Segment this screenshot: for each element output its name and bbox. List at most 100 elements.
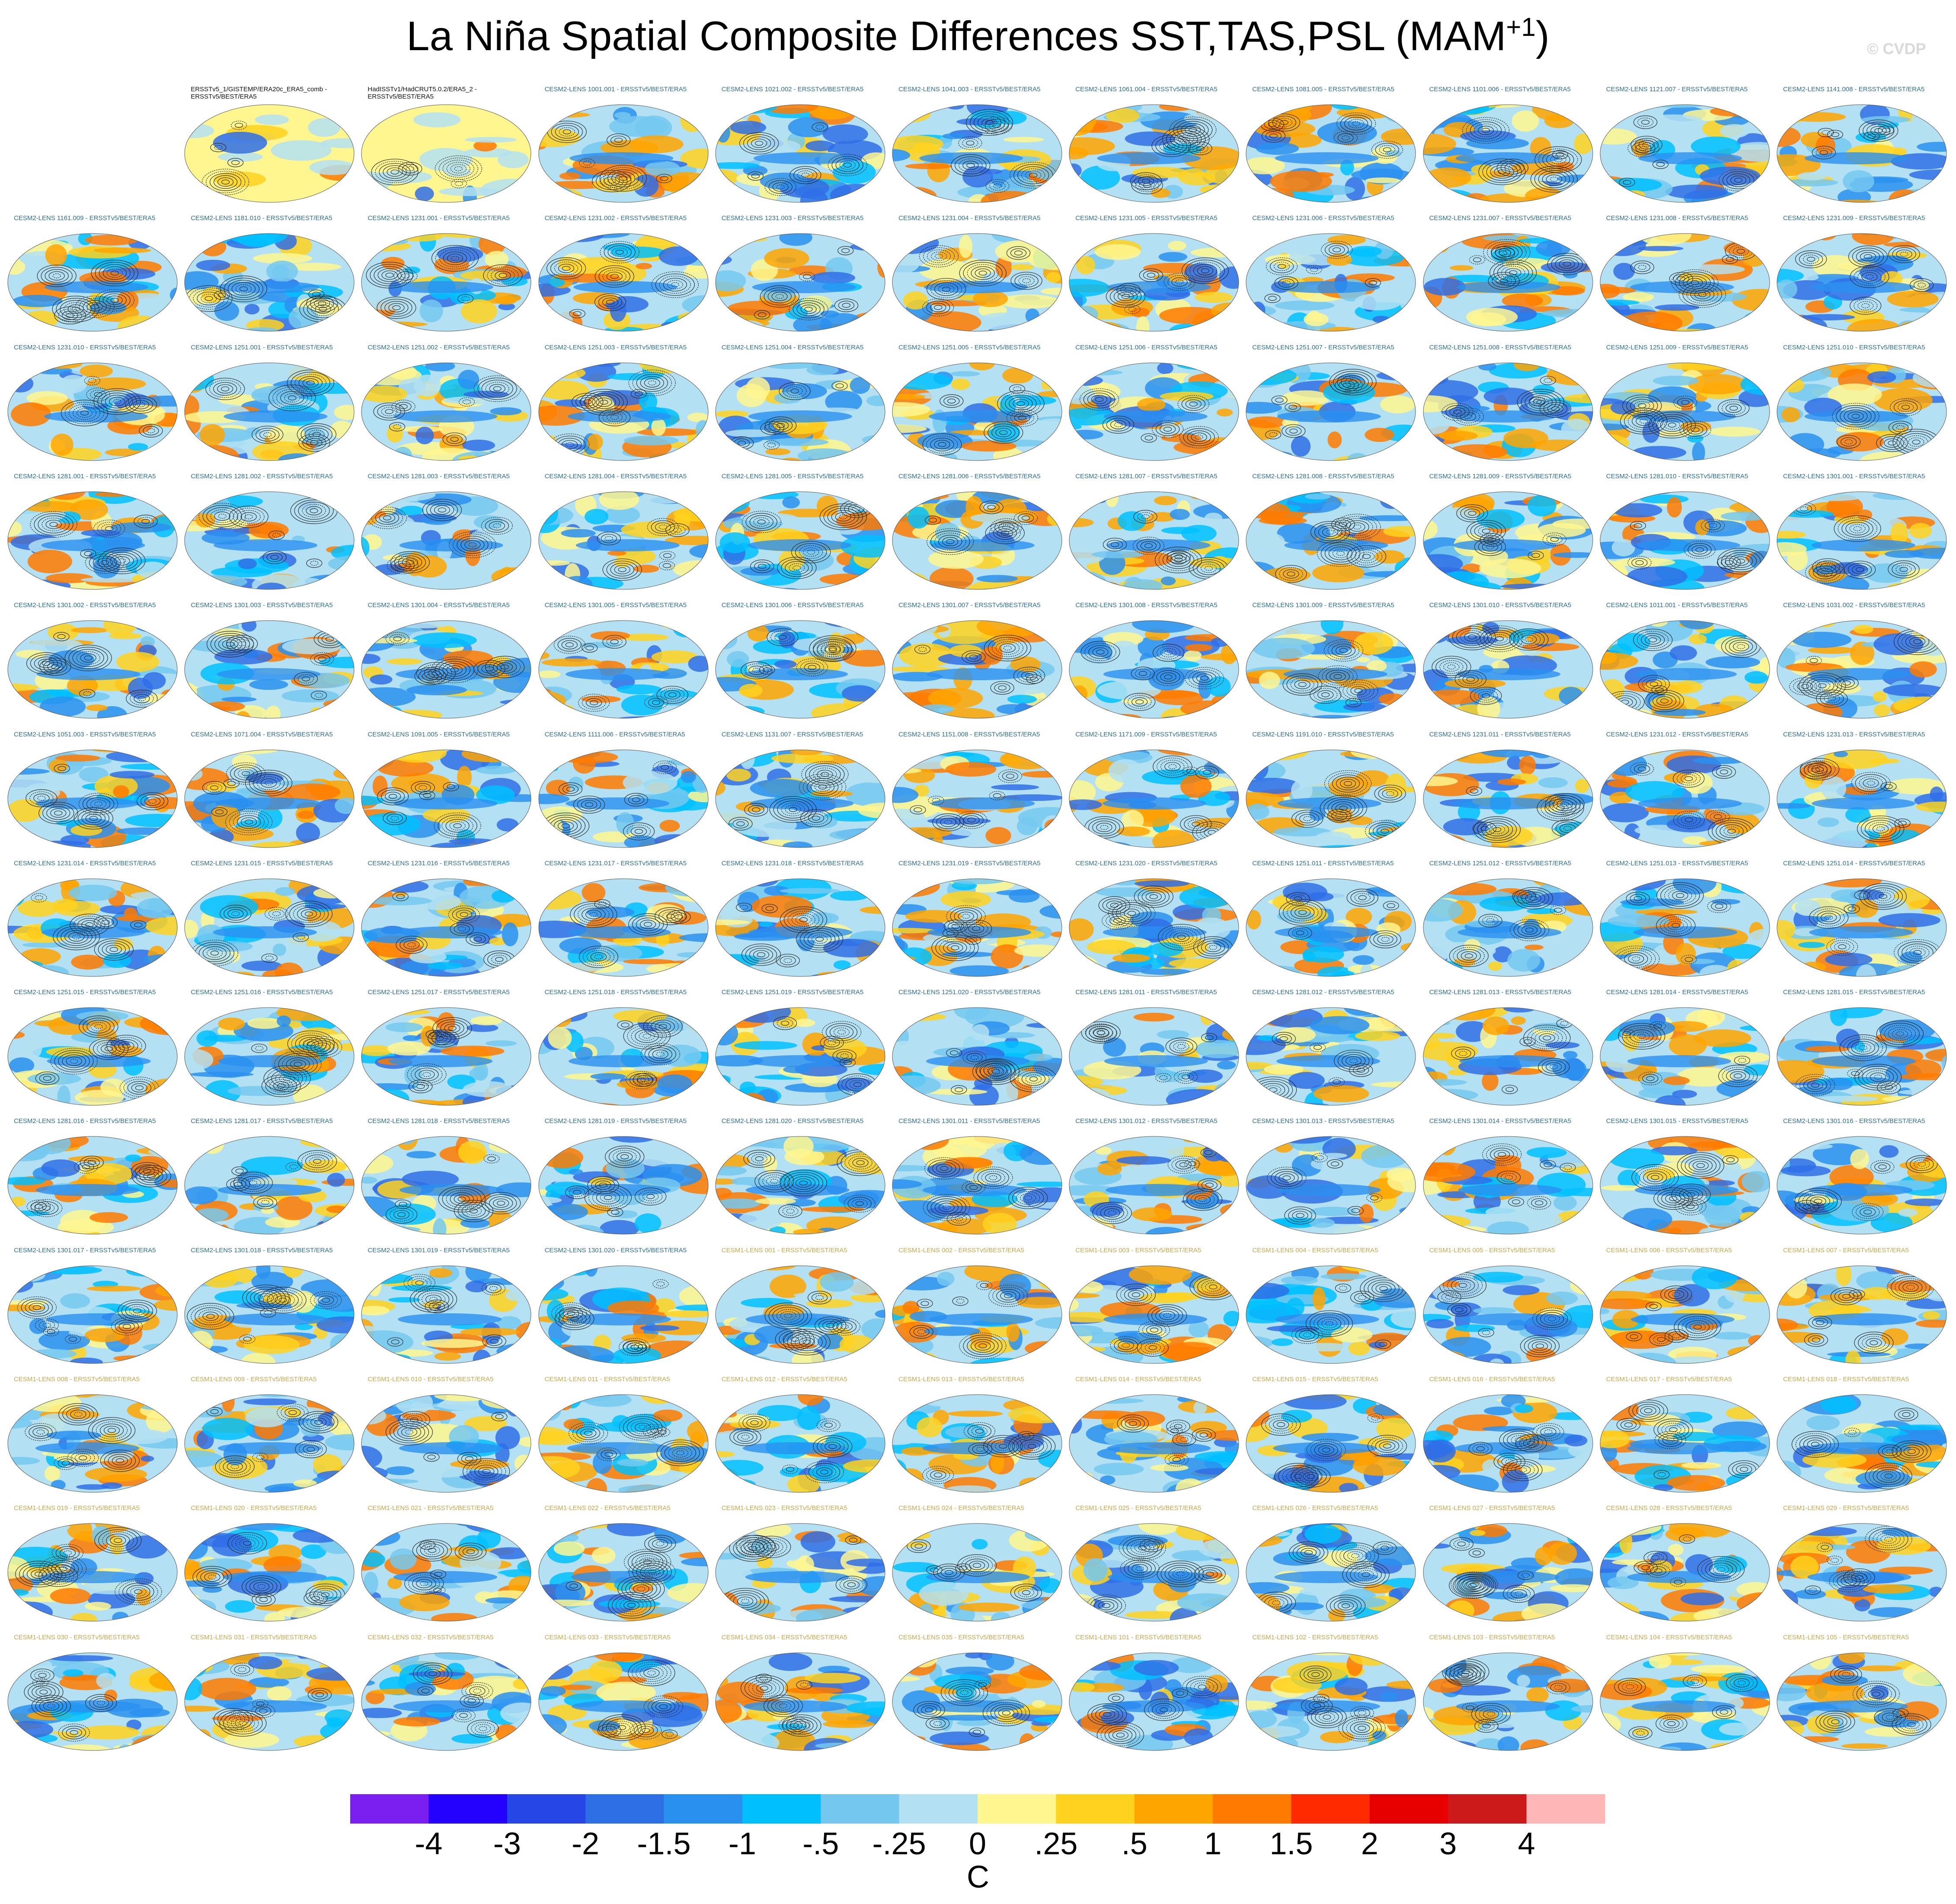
map-panel: HadISSTv1/HadCRUT5.0.2/ERA5_2 - ERSSTv5/… [360,86,533,207]
global-map [1777,104,1947,203]
map-panel: CESM1-LENS 019 - ERSSTv5/BEST/ERA5 [6,1504,179,1626]
global-map [715,233,885,332]
global-map [184,1007,355,1106]
panel-title: CESM2-LENS 1301.018 - ERSSTv5/BEST/ERA5 [191,1246,333,1254]
global-map [892,1136,1062,1235]
panel-title: CESM2-LENS 1301.020 - ERSSTv5/BEST/ERA5 [544,1246,687,1254]
map-panel: CESM2-LENS 1001.001 - ERSSTv5/BEST/ERA5 [537,86,710,207]
global-map [1423,1394,1593,1493]
global-map [361,1652,531,1751]
global-map [1423,749,1593,848]
panel-title: CESM2-LENS 1251.007 - ERSSTv5/BEST/ERA5 [1252,343,1394,351]
global-map [184,1523,355,1622]
map-panel: CESM2-LENS 1281.011 - ERSSTv5/BEST/ERA5 [1067,989,1240,1110]
panel-title: CESM2-LENS 1231.017 - ERSSTv5/BEST/ERA5 [544,859,687,867]
panel-title: CESM2-LENS 1131.007 - ERSSTv5/BEST/ERA5 [721,730,863,738]
panel-title: CESM2-LENS 1231.009 - ERSSTv5/BEST/ERA5 [1783,214,1925,222]
map-panel: CESM1-LENS 105 - ERSSTv5/BEST/ERA5 [1775,1634,1948,1755]
map-panel: CESM1-LENS 017 - ERSSTv5/BEST/ERA5 [1598,1376,1771,1497]
panel-title: HadISSTv1/HadCRUT5.0.2/ERA5_2 - ERSSTv5/… [368,86,477,100]
global-map [1777,362,1947,461]
map-panel: CESM2-LENS 1301.016 - ERSSTv5/BEST/ERA5 [1775,1117,1948,1238]
panel-title: CESM2-LENS 1171.009 - ERSSTv5/BEST/ERA5 [1075,730,1217,738]
global-map [892,749,1062,848]
map-panel: CESM2-LENS 1281.010 - ERSSTv5/BEST/ERA5 [1598,473,1771,594]
map-panel: CESM2-LENS 1251.004 - ERSSTv5/BEST/ERA5 [714,344,887,465]
global-map [1246,1523,1416,1622]
map-panel: CESM2-LENS 1301.011 - ERSSTv5/BEST/ERA5 [891,1117,1064,1238]
global-map [538,620,709,719]
global-map [1777,1265,1947,1364]
map-panel: CESM2-LENS 1101.006 - ERSSTv5/BEST/ERA5 [1422,86,1595,207]
panel-title: CESM1-LENS 029 - ERSSTv5/BEST/ERA5 [1783,1504,1909,1512]
global-map [361,1523,531,1622]
map-panel: CESM2-LENS 1281.009 - ERSSTv5/BEST/ERA5 [1422,473,1595,594]
map-panel: CESM2-LENS 1301.008 - ERSSTv5/BEST/ERA5 [1067,602,1240,723]
global-map [892,233,1062,332]
panel-title: CESM1-LENS 002 - ERSSTv5/BEST/ERA5 [898,1246,1024,1254]
global-map [1246,749,1416,848]
global-map [1777,1652,1947,1751]
global-map [715,620,885,719]
panel-title: CESM2-LENS 1231.005 - ERSSTv5/BEST/ERA5 [1075,214,1218,222]
panel-title: CESM2-LENS 1041.003 - ERSSTv5/BEST/ERA5 [898,86,1041,93]
panel-title: CESM2-LENS 1031.002 - ERSSTv5/BEST/ERA5 [1783,602,1925,609]
global-map [361,362,531,461]
panel-title: CESM2-LENS 1251.004 - ERSSTv5/BEST/ERA5 [721,343,864,351]
map-panel: CESM2-LENS 1251.013 - ERSSTv5/BEST/ERA5 [1598,860,1771,981]
global-map [715,362,885,461]
chart-title-superscript: +1 [1506,13,1536,42]
panel-title: CESM2-LENS 1281.013 - ERSSTv5/BEST/ERA5 [1429,989,1572,996]
global-map [1777,878,1947,977]
panel-title: CESM2-LENS 1251.016 - ERSSTv5/BEST/ERA5 [191,989,333,996]
global-map [1600,1007,1770,1106]
panel-title: CESM1-LENS 012 - ERSSTv5/BEST/ERA5 [721,1376,847,1383]
map-panel: CESM2-LENS 1231.019 - ERSSTv5/BEST/ERA5 [891,860,1064,981]
map-panel: CESM2-LENS 1231.010 - ERSSTv5/BEST/ERA5 [6,344,179,465]
panel-title: CESM2-LENS 1281.014 - ERSSTv5/BEST/ERA5 [1606,989,1748,996]
map-panel: CESM2-LENS 1281.006 - ERSSTv5/BEST/ERA5 [891,473,1064,594]
panel-title: CESM2-LENS 1231.016 - ERSSTv5/BEST/ERA5 [368,859,510,867]
panel-title: CESM2-LENS 1281.012 - ERSSTv5/BEST/ERA5 [1252,989,1394,996]
map-panel: CESM2-LENS 1231.002 - ERSSTv5/BEST/ERA5 [537,214,710,336]
global-map [1069,491,1239,590]
global-map [1777,749,1947,848]
map-panel: CESM2-LENS 1141.008 - ERSSTv5/BEST/ERA5 [1775,86,1948,207]
panel-title: CESM2-LENS 1251.005 - ERSSTv5/BEST/ERA5 [898,343,1041,351]
global-map [538,1652,709,1751]
panel-title: CESM2-LENS 1281.006 - ERSSTv5/BEST/ERA5 [898,472,1041,480]
global-map [184,491,355,590]
panel-title: CESM2-LENS 1251.008 - ERSSTv5/BEST/ERA5 [1429,343,1572,351]
map-panel: CESM2-LENS 1251.018 - ERSSTv5/BEST/ERA5 [537,989,710,1110]
panel-title: CESM2-LENS 1251.009 - ERSSTv5/BEST/ERA5 [1606,343,1748,351]
map-panel: CESM1-LENS 009 - ERSSTv5/BEST/ERA5 [183,1376,356,1497]
global-map [1423,620,1593,719]
map-panel: CESM2-LENS 1231.009 - ERSSTv5/BEST/ERA5 [1775,214,1948,336]
panel-title: CESM1-LENS 019 - ERSSTv5/BEST/ERA5 [14,1504,140,1512]
map-panel: CESM1-LENS 001 - ERSSTv5/BEST/ERA5 [714,1247,887,1368]
global-map [1600,1652,1770,1751]
panel-title: CESM2-LENS 1301.002 - ERSSTv5/BEST/ERA5 [14,602,156,609]
global-map [892,1007,1062,1106]
panel-title: CESM2-LENS 1281.018 - ERSSTv5/BEST/ERA5 [368,1117,510,1125]
global-map [1069,878,1239,977]
map-panel: CESM2-LENS 1251.015 - ERSSTv5/BEST/ERA5 [6,989,179,1110]
global-map [1777,1136,1947,1235]
panel-title: CESM1-LENS 003 - ERSSTv5/BEST/ERA5 [1075,1246,1202,1254]
global-map [538,1007,709,1106]
map-panel: CESM2-LENS 1191.010 - ERSSTv5/BEST/ERA5 [1244,731,1417,852]
panel-title: CESM1-LENS 007 - ERSSTv5/BEST/ERA5 [1783,1246,1909,1254]
global-map [1246,1007,1416,1106]
global-map [1246,233,1416,332]
global-map [892,491,1062,590]
panel-title: CESM1-LENS 104 - ERSSTv5/BEST/ERA5 [1606,1633,1732,1641]
map-panel: CESM2-LENS 1111.006 - ERSSTv5/BEST/ERA5 [537,731,710,852]
panel-title: CESM1-LENS 031 - ERSSTv5/BEST/ERA5 [191,1633,317,1641]
panel-title: CESM2-LENS 1281.016 - ERSSTv5/BEST/ERA5 [14,1117,156,1125]
global-map [184,1394,355,1493]
global-map [1246,878,1416,977]
panel-title: CESM2-LENS 1251.020 - ERSSTv5/BEST/ERA5 [898,989,1041,996]
map-panel: CESM2-LENS 1251.006 - ERSSTv5/BEST/ERA5 [1067,344,1240,465]
panel-title: CESM1-LENS 028 - ERSSTv5/BEST/ERA5 [1606,1504,1732,1512]
panel-title: CESM2-LENS 1021.002 - ERSSTv5/BEST/ERA5 [721,86,864,93]
